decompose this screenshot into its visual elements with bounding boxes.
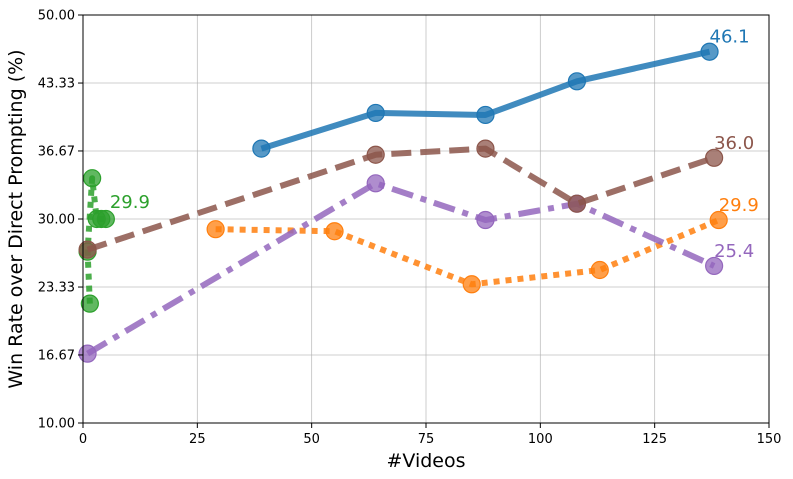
data-point	[83, 169, 102, 188]
data-point	[705, 148, 724, 167]
end-labels: 29.9 29.9 25.4 36.0 46.1	[110, 27, 759, 262]
ticks: 0 25 50 75 100 125 150 10.00 16.67 23.33 30.00 36.6…	[38, 9, 782, 448]
series-end-label: 25.4	[714, 241, 754, 262]
x-tick-label: 25	[189, 432, 206, 447]
series-end-label: 46.1	[710, 27, 750, 48]
series-line	[260, 48, 711, 152]
x-tick-label: 100	[528, 432, 553, 447]
series-end-label: 29.9	[110, 192, 150, 213]
y-tick-label: 10.00	[38, 417, 75, 432]
y-tick-label: 30.00	[38, 213, 75, 228]
y-tick-label: 43.33	[38, 77, 75, 92]
data-point	[590, 260, 609, 280]
series-line	[215, 217, 720, 288]
y-axis-label: Win Rate over Direct Prompting (%)	[5, 49, 27, 388]
data-point	[567, 72, 587, 91]
data-point	[78, 240, 97, 259]
x-tick-label: 150	[757, 432, 782, 447]
data-point	[325, 222, 344, 241]
data-point	[709, 210, 728, 230]
y-tick-label: 16.67	[38, 348, 75, 363]
data-point	[366, 174, 385, 193]
series-end-label: 36.0	[714, 133, 754, 154]
series-end-label: 29.9	[719, 195, 759, 216]
data-point	[705, 256, 724, 276]
data-point	[366, 103, 385, 123]
series-4	[252, 42, 719, 158]
series-3	[78, 139, 724, 259]
y-tick-label: 50.00	[38, 9, 75, 24]
data-point	[567, 194, 587, 213]
series-line	[86, 180, 716, 357]
data-point	[476, 105, 495, 125]
data-point	[476, 210, 495, 230]
data-point	[366, 145, 385, 164]
data-point	[206, 220, 225, 239]
series-1	[206, 210, 728, 294]
y-tick-label: 23.33	[38, 281, 75, 296]
series-layer	[78, 42, 728, 363]
x-tick-label: 125	[642, 432, 667, 447]
series-line	[86, 145, 716, 253]
data-point	[80, 294, 99, 313]
x-tick-label: 50	[303, 432, 320, 447]
data-point	[700, 42, 719, 61]
data-point	[96, 209, 115, 229]
x-tick-label: 0	[79, 432, 87, 447]
data-point	[476, 139, 495, 158]
x-axis-label: #Videos	[386, 450, 465, 472]
series-2	[78, 174, 724, 363]
data-point	[462, 275, 481, 294]
x-tick-label: 75	[418, 432, 435, 447]
y-tick-label: 36.67	[38, 144, 75, 159]
data-point	[252, 139, 271, 158]
data-point	[78, 344, 97, 363]
